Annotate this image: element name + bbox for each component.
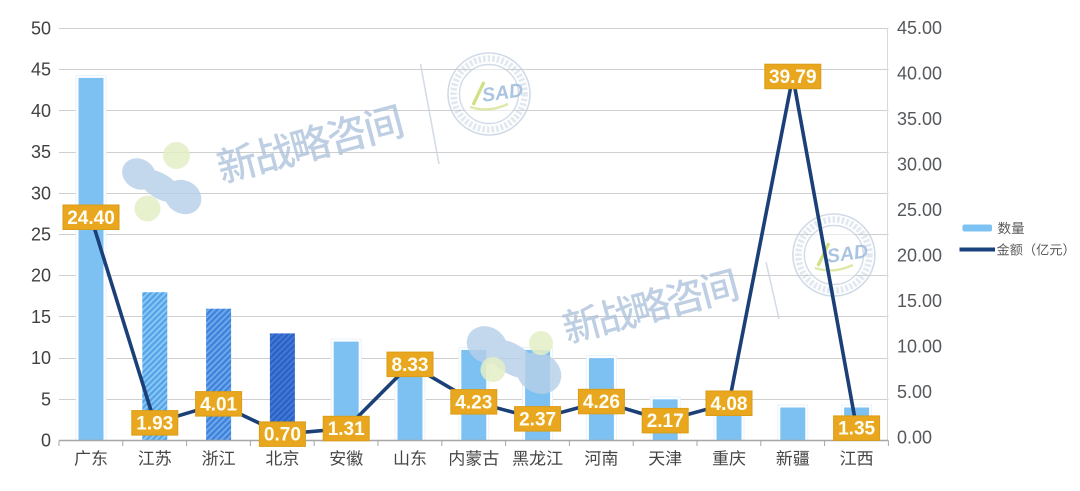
svg-text:45: 45 — [31, 60, 51, 80]
svg-text:45.00: 45.00 — [897, 18, 942, 38]
svg-text:35: 35 — [31, 142, 51, 162]
svg-text:4.08: 4.08 — [711, 394, 748, 415]
svg-text:40: 40 — [31, 101, 51, 121]
svg-text:0: 0 — [41, 431, 51, 451]
svg-text:40.00: 40.00 — [897, 64, 942, 84]
svg-text:35.00: 35.00 — [897, 109, 942, 129]
svg-text:24.40: 24.40 — [67, 208, 115, 229]
svg-text:25: 25 — [31, 225, 51, 245]
svg-text:2.37: 2.37 — [519, 409, 556, 430]
svg-text:5: 5 — [41, 389, 51, 409]
svg-text:0.00: 0.00 — [897, 428, 932, 448]
svg-text:5.00: 5.00 — [897, 382, 932, 402]
svg-text:10: 10 — [31, 348, 51, 368]
svg-text:39.79: 39.79 — [769, 67, 817, 88]
svg-text:20.00: 20.00 — [897, 246, 942, 266]
svg-text:1.35: 1.35 — [838, 419, 875, 440]
svg-text:30.00: 30.00 — [897, 155, 942, 175]
svg-text:20: 20 — [31, 266, 51, 286]
svg-text:10.00: 10.00 — [897, 337, 942, 357]
svg-text:1.93: 1.93 — [136, 413, 173, 434]
svg-text:15: 15 — [31, 307, 51, 327]
svg-text:4.26: 4.26 — [583, 392, 620, 413]
svg-text:15.00: 15.00 — [897, 291, 942, 311]
svg-text:0.70: 0.70 — [264, 425, 301, 446]
svg-text:8.33: 8.33 — [392, 355, 429, 376]
svg-text:50: 50 — [31, 19, 51, 39]
svg-text:25.00: 25.00 — [897, 200, 942, 220]
svg-text:4.23: 4.23 — [455, 392, 492, 413]
svg-text:2.17: 2.17 — [647, 411, 684, 432]
svg-text:1.31: 1.31 — [328, 419, 365, 440]
svg-text:30: 30 — [31, 183, 51, 203]
svg-text:4.01: 4.01 — [200, 394, 237, 415]
